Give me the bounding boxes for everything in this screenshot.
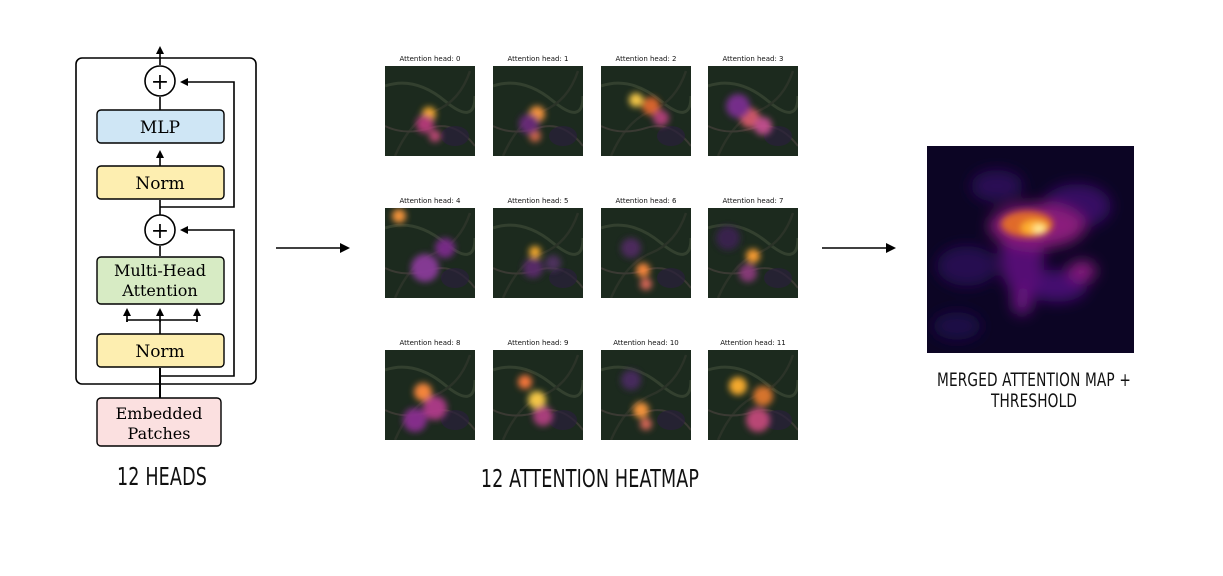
add-node-top: + bbox=[144, 65, 176, 97]
head-title-7: Attention head: 7 bbox=[722, 197, 784, 205]
svg-text:+: + bbox=[151, 70, 169, 95]
attention-heatmap-5 bbox=[493, 208, 583, 298]
attention-heatmap-3 bbox=[708, 66, 798, 156]
svg-text:Patches: Patches bbox=[128, 424, 191, 443]
svg-text:+: + bbox=[151, 219, 169, 244]
head-title-4: Attention head: 4 bbox=[399, 197, 461, 205]
attention-heatmap-4 bbox=[385, 208, 475, 298]
arrow-to-heatmaps bbox=[276, 243, 350, 253]
multi-head-attention-box: Multi-Head Attention bbox=[96, 256, 225, 305]
norm-box-bottom: Norm bbox=[96, 333, 225, 368]
head-title-5: Attention head: 5 bbox=[507, 197, 569, 205]
attention-heatmap-0 bbox=[385, 66, 475, 156]
attention-heatmap-7 bbox=[708, 208, 798, 298]
attention-heatmap-6 bbox=[601, 208, 691, 298]
head-title-8: Attention head: 8 bbox=[399, 339, 461, 347]
attention-heatmap-1 bbox=[493, 66, 583, 156]
caption-heatmaps: 12 ATTENTION HEATMAP bbox=[480, 464, 700, 493]
head-title-10: Attention head: 10 bbox=[613, 339, 679, 347]
head-title-11: Attention head: 11 bbox=[720, 339, 786, 347]
svg-text:Multi-Head: Multi-Head bbox=[114, 261, 206, 280]
svg-text:Embedded: Embedded bbox=[116, 404, 203, 423]
norm-box-top: Norm bbox=[96, 165, 225, 200]
svg-text:Attention: Attention bbox=[121, 281, 197, 300]
merged-attention-map bbox=[927, 146, 1134, 353]
attention-heatmap-9 bbox=[493, 350, 583, 440]
arrow-to-merged bbox=[822, 243, 896, 253]
caption-merged: MERGED ATTENTION MAP + THRESHOLD bbox=[927, 370, 1141, 412]
head-title-3: Attention head: 3 bbox=[722, 55, 784, 63]
caption-heads: 12 HEADS bbox=[116, 462, 208, 491]
attention-heatmap-11 bbox=[708, 350, 798, 440]
svg-text:MLP: MLP bbox=[140, 118, 180, 138]
head-title-9: Attention head: 9 bbox=[507, 339, 569, 347]
add-node-bottom: + bbox=[144, 214, 176, 246]
head-title-6: Attention head: 6 bbox=[615, 197, 677, 205]
encoder-frame bbox=[75, 57, 257, 385]
attention-heatmap-2 bbox=[601, 66, 691, 156]
embedded-patches-box: Embedded Patches bbox=[96, 397, 222, 447]
mlp-box: MLP bbox=[96, 109, 225, 144]
svg-text:Norm: Norm bbox=[135, 174, 184, 194]
head-title-2: Attention head: 2 bbox=[615, 55, 677, 63]
transformer-block-diagram: + + MLP Norm Multi-Head Attention Norm E… bbox=[75, 46, 257, 447]
caption-merged-line2: THRESHOLD bbox=[990, 390, 1078, 412]
attention-heatmap-8 bbox=[385, 350, 475, 440]
head-title-1: Attention head: 1 bbox=[507, 55, 569, 63]
head-title-0: Attention head: 0 bbox=[399, 55, 461, 63]
caption-merged-line1: MERGED ATTENTION MAP + bbox=[937, 369, 1131, 391]
attention-heatmap-10 bbox=[601, 350, 691, 440]
svg-text:Norm: Norm bbox=[135, 342, 184, 362]
